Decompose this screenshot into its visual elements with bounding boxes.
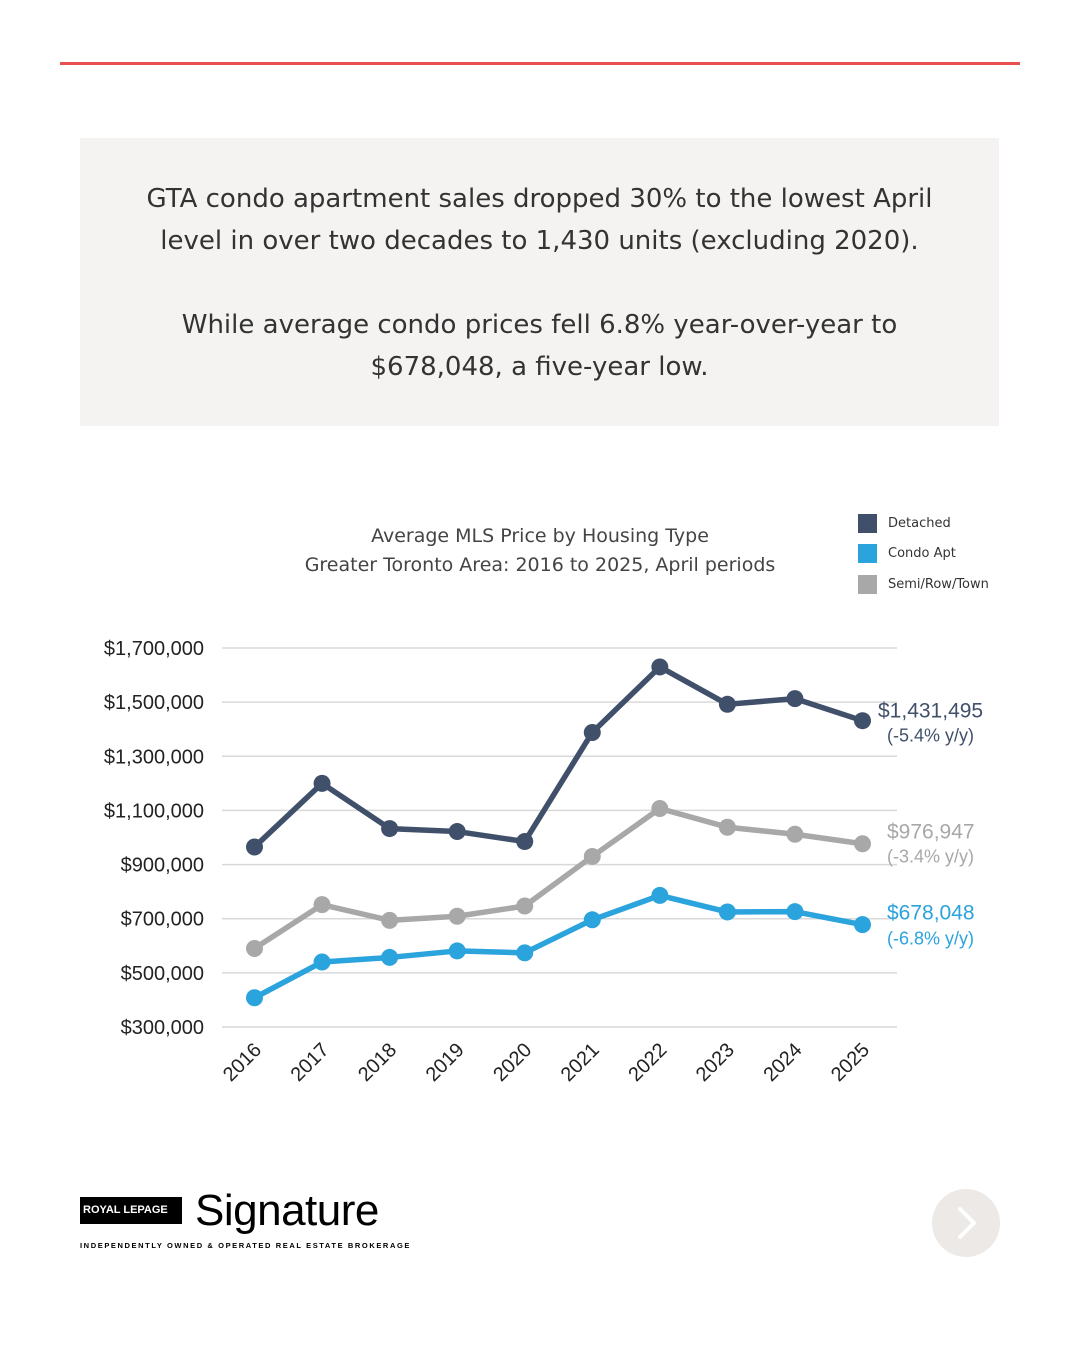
x-tick-label: 2019 bbox=[422, 1039, 469, 1086]
chart-title: Average MLS Price by Housing Type bbox=[371, 525, 709, 547]
chart-heading: Average MLS Price by Housing Type Greate… bbox=[240, 522, 840, 580]
data-point bbox=[448, 942, 466, 960]
x-tick-label: 2025 bbox=[827, 1039, 874, 1086]
next-slide-button[interactable] bbox=[932, 1189, 1000, 1257]
end-change-label: (-5.4% y/y) bbox=[887, 726, 974, 746]
y-tick-label: $1,100,000 bbox=[104, 800, 204, 822]
y-tick-label: $700,000 bbox=[121, 909, 204, 931]
data-point bbox=[651, 658, 669, 676]
royal-lepage-logo-text: ROYAL LEPAGE bbox=[80, 1197, 182, 1224]
series-line-semi-row-town bbox=[251, 805, 866, 952]
summary-box: GTA condo apartment sales dropped 30% to… bbox=[80, 138, 999, 426]
y-tick-label: $300,000 bbox=[121, 1017, 204, 1039]
x-tick-label: 2018 bbox=[354, 1039, 401, 1086]
x-tick-label: 2016 bbox=[219, 1039, 266, 1086]
x-tick-label: 2017 bbox=[287, 1039, 334, 1086]
x-tick-label: 2021 bbox=[557, 1039, 604, 1086]
data-point bbox=[786, 690, 804, 708]
end-value-label: $678,048 bbox=[887, 902, 975, 925]
data-point bbox=[381, 948, 399, 966]
end-change-label: (-6.8% y/y) bbox=[887, 929, 974, 949]
data-point bbox=[583, 911, 601, 929]
data-point bbox=[786, 825, 804, 843]
data-point bbox=[651, 886, 669, 904]
chart-legend: Detached Condo Apt Semi/Row/Town bbox=[858, 508, 989, 600]
data-point bbox=[516, 833, 534, 851]
data-point bbox=[718, 695, 736, 713]
data-point bbox=[246, 939, 263, 957]
data-point bbox=[718, 903, 736, 921]
data-point bbox=[381, 911, 399, 929]
data-point bbox=[313, 896, 331, 914]
series-line-detached bbox=[251, 664, 866, 850]
brand-tagline: INDEPENDENTLY OWNED & OPERATED REAL ESTA… bbox=[80, 1241, 412, 1250]
legend-item-condo: Condo Apt bbox=[858, 539, 989, 570]
data-point bbox=[448, 907, 466, 925]
legend-swatch-semi bbox=[858, 574, 877, 594]
legend-swatch-detached bbox=[858, 513, 877, 533]
end-value-label: $976,947 bbox=[887, 821, 975, 844]
data-point bbox=[651, 800, 669, 818]
data-point bbox=[583, 723, 601, 741]
legend-swatch-condo bbox=[858, 544, 877, 564]
data-point bbox=[583, 847, 601, 865]
legend-label-condo: Condo Apt bbox=[888, 546, 956, 562]
data-point bbox=[381, 820, 399, 838]
x-tick-label: 2020 bbox=[489, 1039, 536, 1086]
data-point bbox=[313, 953, 331, 971]
y-tick-label: $500,000 bbox=[121, 963, 204, 985]
legend-label-semi: Semi/Row/Town bbox=[888, 576, 989, 592]
series-line-condo-apt bbox=[251, 892, 866, 1001]
data-point bbox=[246, 838, 263, 856]
brand-name: Signature bbox=[195, 1186, 379, 1235]
data-point bbox=[313, 774, 331, 792]
end-value-label: $1,431,495 bbox=[878, 700, 983, 723]
chart-subtitle: Greater Toronto Area: 2016 to 2025, Apri… bbox=[304, 554, 776, 576]
summary-paragraph-1: GTA condo apartment sales dropped 30% to… bbox=[146, 184, 933, 256]
line-chart: $1,700,000 $1,500,000 $1,300,000 $1,100,000… bbox=[104, 638, 983, 1086]
data-point bbox=[516, 944, 534, 962]
x-tick-label: 2023 bbox=[692, 1039, 739, 1086]
data-point bbox=[854, 916, 871, 934]
data-point bbox=[246, 989, 263, 1007]
y-tick-label: $1,500,000 bbox=[104, 692, 204, 714]
legend-item-semi: Semi/Row/Town bbox=[858, 569, 989, 600]
legend-label-detached: Detached bbox=[888, 515, 951, 531]
data-point bbox=[854, 835, 871, 853]
data-point bbox=[854, 712, 871, 730]
end-change-label: (-3.4% y/y) bbox=[887, 847, 974, 867]
summary-paragraph-2: While average condo prices fell 6.8% yea… bbox=[181, 310, 898, 382]
brokerage-logo: ROYAL LEPAGE Signature INDEPENDENTLY OWN… bbox=[80, 1186, 420, 1260]
data-point bbox=[516, 897, 534, 915]
legend-item-detached: Detached bbox=[858, 508, 989, 539]
x-tick-label: 2024 bbox=[759, 1039, 806, 1086]
data-point bbox=[718, 818, 736, 836]
y-tick-label: $1,300,000 bbox=[104, 746, 204, 768]
chevron-right-icon bbox=[958, 1207, 976, 1239]
top-accent-rule bbox=[60, 62, 1020, 65]
data-point bbox=[448, 823, 466, 841]
data-point bbox=[786, 903, 804, 921]
y-tick-label: $1,700,000 bbox=[104, 638, 204, 660]
x-tick-label: 2022 bbox=[624, 1039, 671, 1086]
y-tick-label: $900,000 bbox=[121, 855, 204, 877]
